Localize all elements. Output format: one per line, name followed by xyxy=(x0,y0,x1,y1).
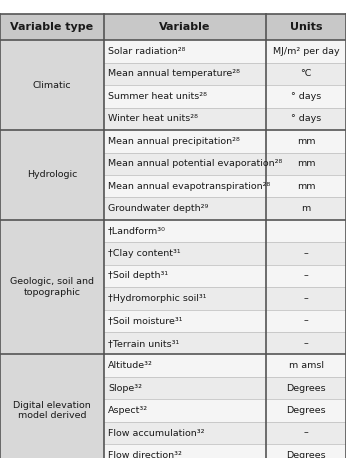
Text: Geologic, soil and
topographic: Geologic, soil and topographic xyxy=(10,278,94,297)
Text: °C: °C xyxy=(301,70,312,78)
Bar xyxy=(104,63,266,85)
Bar xyxy=(266,422,346,444)
Bar xyxy=(104,444,266,458)
Text: –: – xyxy=(304,339,309,348)
Text: ° days: ° days xyxy=(291,92,321,101)
Bar xyxy=(104,130,266,153)
Text: †Terrain units³¹: †Terrain units³¹ xyxy=(108,339,179,348)
Bar xyxy=(104,310,266,332)
Bar xyxy=(0,220,104,354)
Text: m amsl: m amsl xyxy=(289,361,324,370)
Bar xyxy=(266,63,346,85)
Text: Flow direction³²: Flow direction³² xyxy=(108,451,182,458)
Text: Mean annual precipitation²⁸: Mean annual precipitation²⁸ xyxy=(108,137,240,146)
Bar xyxy=(266,130,346,153)
Text: Summer heat units²⁸: Summer heat units²⁸ xyxy=(108,92,207,101)
Bar xyxy=(266,175,346,197)
Bar xyxy=(104,85,266,108)
Bar xyxy=(266,354,346,377)
Text: Hydrologic: Hydrologic xyxy=(27,170,77,180)
Bar xyxy=(266,85,346,108)
Bar xyxy=(0,40,104,130)
Bar xyxy=(266,332,346,354)
Text: Winter heat units²⁸: Winter heat units²⁸ xyxy=(108,114,198,123)
Bar xyxy=(104,377,266,399)
Bar xyxy=(104,287,266,310)
Bar xyxy=(104,265,266,287)
Text: –: – xyxy=(304,249,309,258)
Bar xyxy=(104,354,266,377)
Bar xyxy=(266,108,346,130)
Text: Aspect³²: Aspect³² xyxy=(108,406,148,415)
Bar xyxy=(104,108,266,130)
Text: Variable type: Variable type xyxy=(10,22,93,32)
Bar xyxy=(266,220,346,242)
Bar xyxy=(104,40,266,63)
Bar xyxy=(266,310,346,332)
Bar xyxy=(0,130,104,220)
Bar xyxy=(266,287,346,310)
Bar xyxy=(266,40,346,63)
Bar xyxy=(104,399,266,422)
Text: –: – xyxy=(304,294,309,303)
Bar xyxy=(104,332,266,354)
Bar xyxy=(104,175,266,197)
Bar xyxy=(266,265,346,287)
Bar xyxy=(0,14,104,40)
Text: mm: mm xyxy=(297,182,316,191)
Text: Variable: Variable xyxy=(160,22,211,32)
Text: Units: Units xyxy=(290,22,322,32)
Text: Degrees: Degrees xyxy=(286,451,326,458)
Text: Groundwater depth²⁹: Groundwater depth²⁹ xyxy=(108,204,208,213)
Text: Slope³²: Slope³² xyxy=(108,384,142,393)
Bar xyxy=(104,153,266,175)
Text: Climatic: Climatic xyxy=(33,81,71,90)
Text: Altitude³²: Altitude³² xyxy=(108,361,153,370)
Text: Solar radiation²⁸: Solar radiation²⁸ xyxy=(108,47,185,56)
Text: Mean annual temperature²⁸: Mean annual temperature²⁸ xyxy=(108,70,240,78)
Text: Degrees: Degrees xyxy=(286,384,326,393)
Text: †Soil moisture³¹: †Soil moisture³¹ xyxy=(108,316,182,325)
Bar xyxy=(104,14,266,40)
Bar xyxy=(266,377,346,399)
Text: –: – xyxy=(304,272,309,280)
Text: mm: mm xyxy=(297,137,316,146)
Text: Degrees: Degrees xyxy=(286,406,326,415)
Bar xyxy=(104,422,266,444)
Bar xyxy=(266,444,346,458)
Text: †Clay content³¹: †Clay content³¹ xyxy=(108,249,181,258)
Bar xyxy=(0,354,104,458)
Bar xyxy=(266,197,346,220)
Bar xyxy=(266,14,346,40)
Text: †Landform³⁰: †Landform³⁰ xyxy=(108,227,166,235)
Text: Mean annual evapotranspiration²⁸: Mean annual evapotranspiration²⁸ xyxy=(108,182,270,191)
Text: Mean annual potential evaporation²⁸: Mean annual potential evaporation²⁸ xyxy=(108,159,282,168)
Text: m: m xyxy=(302,204,311,213)
Bar xyxy=(104,220,266,242)
Bar xyxy=(266,153,346,175)
Bar xyxy=(104,197,266,220)
Text: MJ/m² per day: MJ/m² per day xyxy=(273,47,339,56)
Text: †Hydromorphic soil³¹: †Hydromorphic soil³¹ xyxy=(108,294,207,303)
Text: ° days: ° days xyxy=(291,114,321,123)
Text: Digital elevation
model derived: Digital elevation model derived xyxy=(13,401,91,420)
Text: †Soil depth³¹: †Soil depth³¹ xyxy=(108,272,168,280)
Bar xyxy=(266,399,346,422)
Bar xyxy=(104,242,266,265)
Text: mm: mm xyxy=(297,159,316,168)
Text: Flow accumulation³²: Flow accumulation³² xyxy=(108,429,204,437)
Text: –: – xyxy=(304,316,309,325)
Bar xyxy=(266,242,346,265)
Text: –: – xyxy=(304,429,309,437)
